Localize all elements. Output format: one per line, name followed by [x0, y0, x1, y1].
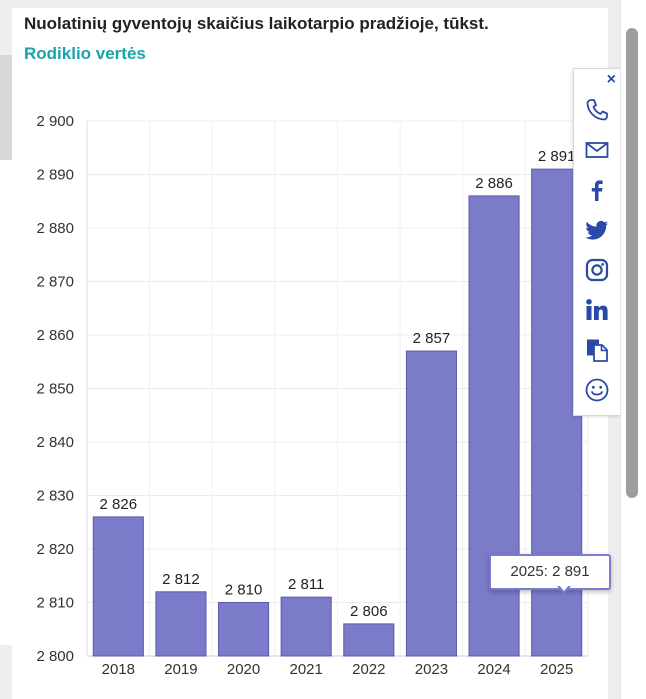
bar-chart: 2 800 2 810 2 820 2 830 2 840 2 850 2 860 2 870… [36, 113, 589, 678]
y-tick-label: 2 880 [36, 220, 74, 237]
facebook-icon[interactable] [584, 177, 610, 203]
y-tick-label: 2 860 [36, 327, 74, 344]
y-tick-label: 2 810 [36, 595, 74, 612]
bar [92, 516, 144, 657]
bar [343, 623, 395, 657]
smiley-icon[interactable] [584, 377, 610, 403]
x-tick-label: 2025 [540, 661, 573, 678]
tooltip-arrow-inner [559, 585, 569, 591]
chart-tooltip: 2025: 2 891 [489, 554, 611, 594]
bar [155, 591, 207, 657]
scrollbar-thumb[interactable] [626, 28, 638, 498]
x-tick-label: 2021 [290, 661, 323, 678]
share-panel: × [573, 68, 620, 416]
tooltip-text: 2025: 2 891 [510, 563, 590, 580]
y-tick-label: 2 840 [36, 434, 74, 451]
x-tick-label: 2024 [477, 661, 510, 678]
x-tick-label: 2018 [102, 661, 135, 678]
y-tick-label: 2 850 [36, 381, 74, 398]
phone-icon[interactable] [584, 97, 610, 123]
bar [218, 602, 270, 657]
y-tick-label: 2 890 [36, 167, 74, 184]
data-label: 2 812 [162, 571, 200, 588]
y-tick-label: 2 900 [36, 113, 74, 130]
instagram-icon[interactable] [584, 257, 610, 283]
close-icon[interactable]: × [606, 71, 616, 88]
x-tick-label: 2019 [164, 661, 197, 678]
data-label: 2 891 [538, 148, 576, 165]
left-panel-shade [0, 55, 12, 160]
bar [405, 350, 457, 657]
x-tick-label: 2020 [227, 661, 260, 678]
bar [280, 596, 332, 657]
data-label: 2 811 [288, 576, 324, 593]
data-label: 2 857 [413, 330, 451, 347]
data-label: 2 826 [100, 496, 138, 513]
copy-icon[interactable] [584, 337, 610, 363]
indicator-values-link[interactable]: Rodiklio vertės [24, 44, 146, 63]
y-tick-label: 2 870 [36, 274, 74, 291]
data-label: 2 886 [475, 175, 513, 192]
linkedin-icon[interactable] [584, 297, 610, 323]
y-tick-label: 2 800 [36, 648, 74, 665]
page-title: Nuolatinių gyventojų skaičius laikotarpi… [24, 14, 489, 33]
x-tick-label: 2022 [352, 661, 385, 678]
data-label: 2 806 [350, 603, 388, 620]
email-icon[interactable] [584, 137, 610, 163]
x-tick-label: 2023 [415, 661, 448, 678]
twitter-icon[interactable] [584, 217, 610, 243]
y-tick-label: 2 830 [36, 488, 74, 505]
y-tick-label: 2 820 [36, 541, 74, 558]
data-label: 2 810 [225, 582, 263, 599]
